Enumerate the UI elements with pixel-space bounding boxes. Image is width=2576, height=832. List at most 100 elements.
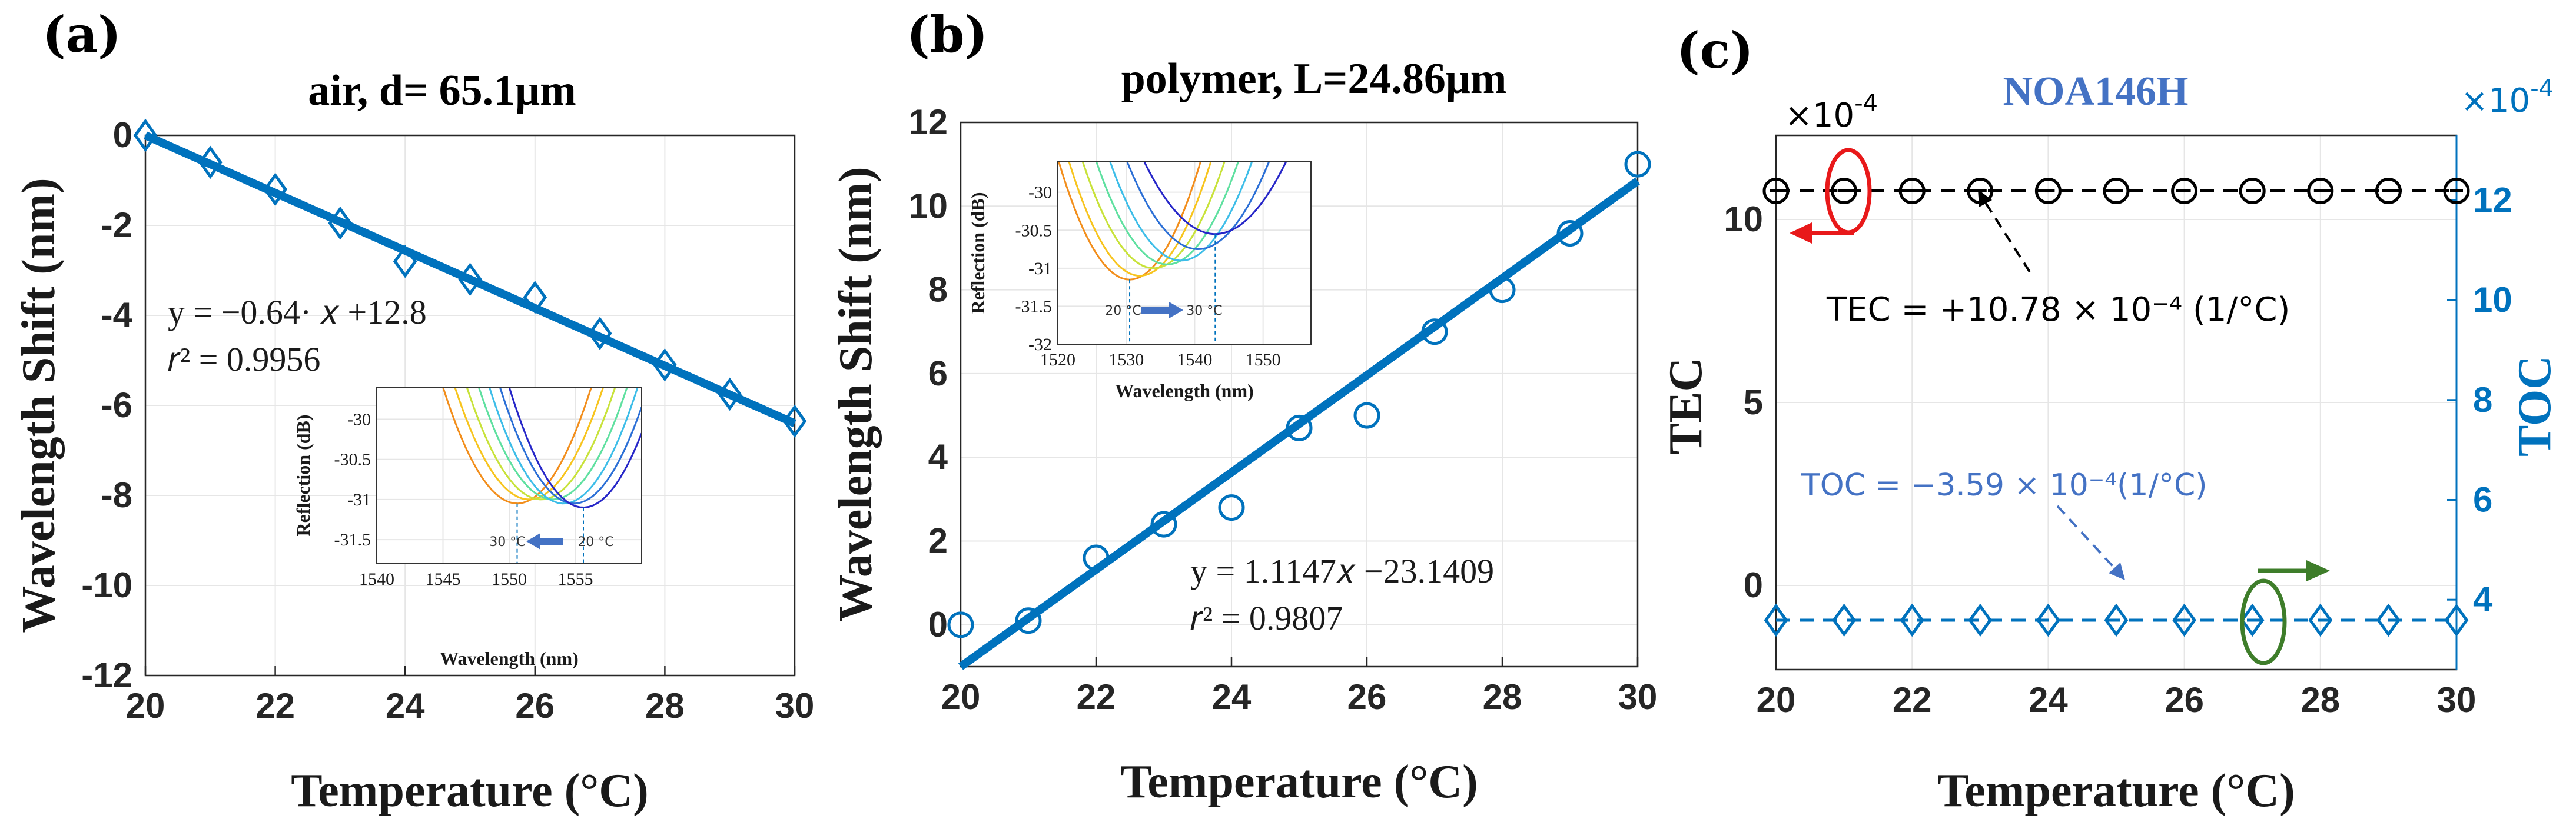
panel-a-x-label: Temperature (°C) [291, 765, 648, 817]
b-x-tick-label-2: 24 [1212, 677, 1252, 717]
panel-c: (c) NOA146H 20 22 24 26 28 30 0 5 10 4 6 8 10 12 ×1… [1660, 21, 2561, 817]
c-x-tick-label-5: 30 [2437, 680, 2477, 720]
b-point-7 [1421, 318, 1448, 345]
b-inset-spectrum-4 [1109, 162, 1253, 262]
b-inset-x-tick-label-1: 1530 [1108, 350, 1144, 370]
panel-b-inset: 1520 1530 1540 1550 -30 -30.5 -31 -31.5 -32 20 … [967, 161, 1312, 401]
panel-c-x-ticks: 20 22 24 26 28 30 [1757, 680, 2477, 720]
c-left-y-tick-label-0: 0 [1744, 565, 1763, 605]
panel-a-y-label: Wavelength Shift (nm) [13, 178, 65, 633]
b-point-5 [1286, 414, 1313, 441]
a-point-5 [458, 262, 482, 297]
b-point-3 [1150, 511, 1177, 538]
a-x-tick-label-3: 26 [515, 686, 555, 725]
c-x-tick-label-2: 24 [2029, 680, 2068, 720]
panel-c-tec-axis-arrow-head [1790, 222, 1812, 244]
b-point-0 [947, 611, 974, 638]
c-toc-point-4 [2036, 603, 2060, 637]
panel-a-fit-line [144, 131, 796, 427]
a-x-tick-label-4: 28 [645, 686, 685, 725]
a-inset-x-tick-label-1: 1545 [426, 570, 461, 589]
a-y-tick-label-0: 0 [113, 115, 132, 155]
a-inset-x-tick-label-2: 1550 [492, 570, 527, 589]
c-x-tick-label-3: 26 [2165, 680, 2204, 720]
panel-b-inset-x-label: Wavelength (nm) [1115, 380, 1254, 401]
b-inset-y-tick-label-4: -32 [1028, 335, 1052, 354]
a-inset-spectrum-1 [454, 387, 605, 501]
panel-b-label: (b) [907, 5, 988, 64]
panel-a-inset-x-label: Wavelength (nm) [440, 648, 579, 669]
c-toc-point-3 [1968, 603, 1993, 637]
a-inset-spectrum-4 [488, 387, 639, 505]
c-x-tick-label-1: 22 [1893, 680, 1932, 720]
panel-a-r2: 𝑟² = 0.9956 [168, 340, 320, 378]
c-right-y-tick-label-4: 12 [2473, 180, 2512, 219]
panel-c-tec-pointer-head [1978, 189, 1992, 207]
b-x-tick-label-1: 22 [1077, 677, 1116, 717]
panel-c-left-y-label: TEC [1660, 358, 1712, 455]
c-toc-point-5 [2104, 603, 2129, 637]
b-inset-y-tick-label-2: -31 [1028, 259, 1052, 278]
b-y-tick-label-4: 8 [928, 270, 948, 309]
a-x-tick-label-2: 24 [386, 686, 425, 725]
panel-b-x-label: Temperature (°C) [1120, 756, 1478, 808]
panel-c-left-y-ticks: 0 5 10 [1724, 199, 1763, 605]
panel-a-label: (a) [42, 5, 121, 64]
panel-b-frame [960, 121, 1639, 668]
b-x-tick-label-5: 30 [1618, 677, 1658, 717]
a-inset-spectrum-5 [499, 387, 642, 505]
a-inset-y-tick-label-2: -31 [347, 490, 371, 510]
panel-a-inset-y-label: Reflection (dB) [293, 414, 314, 536]
a-point-1 [198, 145, 223, 179]
panel-c-grid [1775, 135, 2457, 670]
panel-a-y-ticks: 0 -2 -4 -6 -8 -10 -12 [81, 115, 132, 695]
c-tec-point-5 [2103, 178, 2130, 205]
c-right-y-tick-label-0: 4 [2473, 580, 2493, 619]
panel-b-inset-spectra [1058, 162, 1287, 344]
b-point-4 [1218, 494, 1245, 521]
b-y-tick-label-5: 10 [908, 186, 948, 225]
b-point-6 [1353, 402, 1380, 429]
panel-c-tec-annotation: TEC = +10.78 × 10⁻⁴ (1/°C) [1826, 291, 2290, 329]
b-inset-x-tick-label-0: 1520 [1040, 350, 1075, 370]
panel-a-inset-arrow-head [526, 533, 540, 550]
a-inset-spectrum-6 [508, 387, 642, 509]
b-inset-y-tick-label-1: -30.5 [1015, 221, 1053, 240]
panel-b-inset-annotation-right: 30 °C [1186, 304, 1222, 318]
c-toc-point-2 [1900, 603, 1924, 637]
c-tec-point-6 [2171, 178, 2198, 205]
panel-c-right-y-ticks: 4 6 8 10 12 [2473, 180, 2512, 619]
b-x-tick-label-3: 26 [1347, 677, 1387, 717]
panel-b-data-points [947, 151, 1651, 638]
panel-c-toc-pointer-head [2109, 563, 2125, 580]
a-point-0 [133, 118, 158, 152]
a-y-tick-label-6: -12 [81, 655, 132, 695]
a-x-tick-label-1: 22 [255, 686, 295, 725]
panel-b-equation: y = 1.1147𝑥 −23.1409 [1190, 552, 1494, 590]
panel-a-data-points [133, 118, 807, 438]
a-point-2 [263, 172, 287, 207]
a-inset-spectrum-2 [466, 387, 616, 501]
c-toc-point-0 [1764, 603, 1788, 637]
a-point-6 [523, 281, 547, 314]
c-left-y-tick-label-1: 5 [1744, 382, 1763, 422]
a-inset-x-tick-label-3: 1555 [558, 570, 593, 589]
a-point-3 [328, 206, 353, 240]
a-inset-spectrum-0 [441, 387, 593, 505]
panel-c-x-label: Temperature (°C) [1937, 765, 2295, 817]
a-point-4 [393, 244, 417, 278]
a-inset-y-tick-label-1: -30.5 [334, 450, 371, 470]
panel-a-x-ticks: 20 22 24 26 28 30 [126, 686, 815, 725]
c-toc-point-8 [2308, 603, 2333, 637]
panel-b-r2: 𝑟² = 0.9807 [1190, 599, 1343, 637]
b-point-2 [1083, 544, 1110, 571]
panel-a-inset-annotation-left: 30 °C [489, 535, 525, 550]
a-x-tick-label-5: 30 [775, 686, 815, 725]
panel-c-tec-pointer [1983, 199, 2031, 273]
b-inset-spectrum-3 [1095, 162, 1239, 265]
panel-b-y-ticks: 0 2 4 6 8 10 12 [908, 102, 948, 644]
c-toc-point-1 [1832, 603, 1856, 637]
c-right-y-tick-label-2: 8 [2473, 380, 2492, 420]
a-y-tick-label-2: -4 [101, 295, 133, 335]
c-tec-point-4 [2034, 178, 2062, 205]
